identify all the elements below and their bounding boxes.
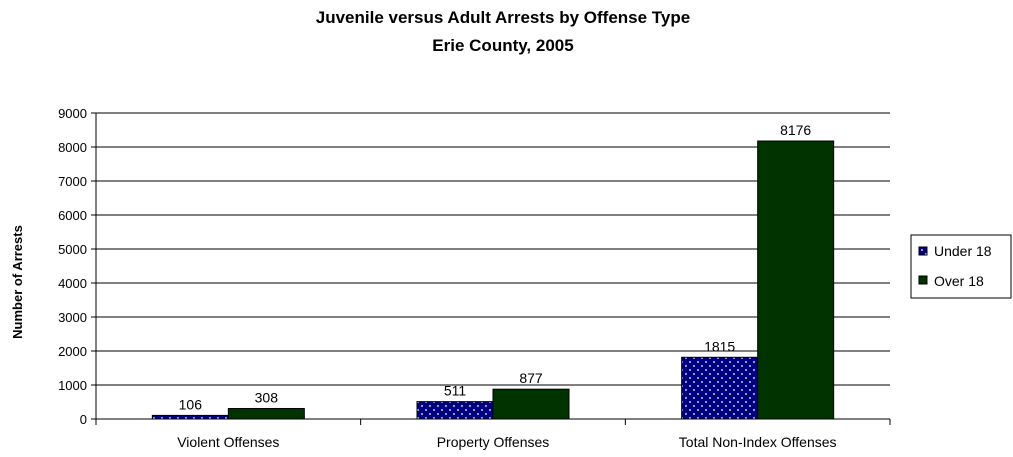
bar-under-18-property-offenses	[416, 401, 494, 420]
x-tick-label: Total Non-Index Offenses	[679, 434, 837, 450]
y-tick-label: 3000	[58, 310, 87, 325]
y-tick-label: 4000	[58, 276, 87, 291]
data-labels: 106 308 511 877 1815 8176	[179, 122, 812, 412]
x-tick-label: Violent Offenses	[177, 434, 279, 450]
y-tick-label: 7000	[58, 174, 87, 189]
y-tick-label: 2000	[58, 344, 87, 359]
data-label-under-18-total-non-index-offenses: 1815	[704, 338, 735, 354]
legend-label-over-18: Over 18	[934, 273, 984, 289]
bars	[151, 140, 835, 420]
chart-title: Juvenile versus Adult Arrests by Offense…	[316, 8, 690, 27]
data-label-under-18-violent-offenses: 106	[179, 396, 203, 412]
data-label-under-18-property-offenses: 511	[444, 383, 467, 399]
gridlines	[96, 112, 890, 386]
bar-under-18-violent-offenses	[151, 414, 229, 420]
bar-over-18-property-offenses	[492, 388, 570, 420]
y-tick-label: 1000	[58, 378, 87, 393]
chart-subtitle: Erie County, 2005	[432, 36, 573, 55]
y-axis-ticks: 0 1000 2000 3000 4000 5000 6000 7000 8000 9000	[58, 106, 96, 427]
y-tick-label: 6000	[58, 208, 87, 223]
y-tick-label: 9000	[58, 106, 87, 121]
x-tick-label: Property Offenses	[437, 434, 550, 450]
legend-frame	[910, 234, 1012, 299]
y-axis-title: Number of Arrests	[10, 225, 25, 339]
data-label-over-18-violent-offenses: 308	[255, 390, 279, 406]
legend-label-under-18: Under 18	[934, 243, 992, 259]
y-tick-label: 0	[80, 412, 87, 427]
legend-swatch-under-18	[918, 246, 928, 256]
legend: Under 18 Over 18	[910, 234, 1012, 299]
bar-over-18-violent-offenses	[227, 408, 305, 420]
legend-swatch-over-18	[918, 275, 928, 285]
y-tick-label: 5000	[58, 242, 87, 257]
bar-under-18-total-non-index-offenses	[681, 356, 759, 420]
data-label-over-18-property-offenses: 877	[519, 370, 543, 386]
data-label-over-18-total-non-index-offenses: 8176	[780, 122, 811, 138]
y-tick-label: 8000	[58, 140, 87, 155]
x-axis-labels: Violent Offenses Property Offenses Total N…	[177, 434, 836, 450]
bar-over-18-total-non-index-offenses	[757, 140, 835, 420]
